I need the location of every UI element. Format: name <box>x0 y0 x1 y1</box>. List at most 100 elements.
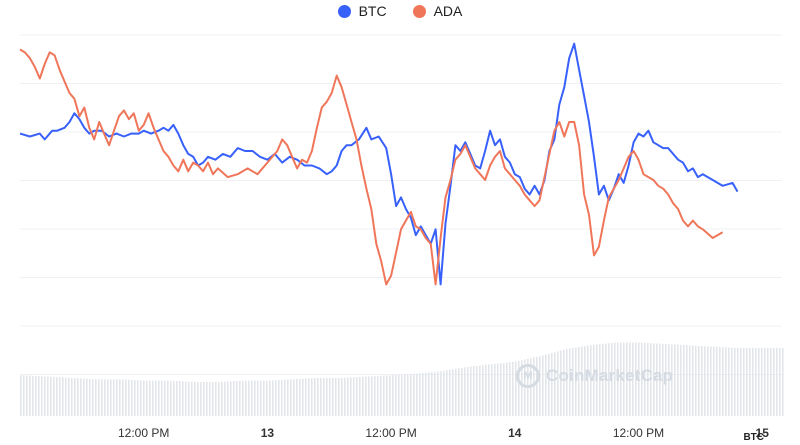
volume-bar <box>719 346 721 416</box>
volume-bar <box>71 378 73 416</box>
volume-bar <box>569 348 571 416</box>
volume-bar <box>638 342 640 416</box>
volume-bar <box>167 380 169 416</box>
volume-bar <box>62 377 64 416</box>
volume-bar <box>692 345 694 416</box>
legend-item-btc[interactable]: BTC <box>337 3 387 19</box>
volume-bar <box>296 379 298 416</box>
volume-bar <box>482 365 484 416</box>
volume-bar <box>311 378 313 416</box>
volume-bar <box>287 379 289 416</box>
currency-label: BTC <box>743 432 764 443</box>
volume-bar <box>230 381 232 416</box>
x-tick-label: 14 <box>508 426 522 440</box>
volume-bar <box>326 377 328 416</box>
volume-bar <box>686 345 688 416</box>
volume-bar <box>701 345 703 416</box>
volume-bar <box>518 360 520 416</box>
volume-bar <box>443 370 445 416</box>
watermark: M CoinMarketCap <box>516 364 673 388</box>
volume-bar <box>752 348 754 416</box>
volume-bar <box>212 382 214 416</box>
volume-bar <box>449 369 451 416</box>
volume-bar <box>767 348 769 416</box>
legend-dot-ada <box>412 4 426 18</box>
volume-bar <box>611 342 613 416</box>
volume-bar <box>689 345 691 416</box>
volume-bar <box>587 345 589 416</box>
volume-bar <box>347 377 349 416</box>
volume-bar <box>428 372 430 416</box>
volume-bar <box>746 348 748 416</box>
legend-label-btc: BTC <box>358 3 387 19</box>
volume-bar <box>122 379 124 416</box>
volume-bar <box>194 382 196 416</box>
volume-bar <box>365 376 367 416</box>
volume-bar <box>80 378 82 416</box>
volume-bar <box>623 342 625 416</box>
volume-bar <box>299 378 301 416</box>
volume-bar <box>539 356 541 416</box>
volume-bar <box>776 348 778 416</box>
volume-bar <box>665 344 667 416</box>
volume-bar <box>677 344 679 416</box>
volume-bar <box>368 376 370 416</box>
volume-bar <box>572 348 574 416</box>
volume-bar <box>620 342 622 416</box>
volume-bar <box>251 380 253 416</box>
volume-bar <box>389 375 391 416</box>
volume-bar <box>332 377 334 416</box>
volume-bar <box>314 378 316 416</box>
volume-bar <box>584 346 586 416</box>
legend-item-ada[interactable]: ADA <box>412 3 463 19</box>
volume-bar <box>266 380 268 416</box>
volume-bar <box>779 348 781 416</box>
volume-bar <box>398 374 400 416</box>
volume-bar <box>617 342 619 416</box>
volume-bar <box>95 379 97 416</box>
volume-bar <box>491 364 493 416</box>
volume-bar <box>515 361 517 416</box>
volume-bar <box>731 347 733 416</box>
volume-bar <box>383 375 385 416</box>
volume-bar <box>248 380 250 416</box>
volume-bar <box>452 369 454 416</box>
volume-bar <box>647 343 649 416</box>
volume-bar <box>218 381 220 416</box>
volume-bar <box>455 368 457 416</box>
volume-bar <box>461 367 463 416</box>
volume-bar <box>470 366 472 416</box>
volume-bar <box>53 377 55 416</box>
volume-bar <box>656 343 658 416</box>
volume-bar <box>47 376 49 416</box>
volume-bar <box>653 343 655 416</box>
volume-bar <box>320 377 322 416</box>
x-tick-label: 15 <box>756 426 770 440</box>
volume-bar <box>554 352 556 416</box>
volume-bar <box>41 376 43 416</box>
volume-bar <box>662 343 664 416</box>
volume-bar <box>206 382 208 416</box>
volume-bar <box>362 376 364 416</box>
volume-bar <box>335 377 337 416</box>
x-tick-label: 12:00 PM <box>613 426 664 440</box>
volume-bar <box>410 374 412 416</box>
legend-dot-btc <box>337 4 351 18</box>
volume-bar <box>134 380 136 416</box>
volume-bar <box>149 380 151 416</box>
volume-bar <box>143 380 145 416</box>
volume-bar <box>605 343 607 416</box>
volume-bar <box>284 379 286 416</box>
legend-label-ada: ADA <box>433 3 463 19</box>
volume-bar <box>596 344 598 416</box>
volume-bar <box>170 380 172 416</box>
volume-bar <box>23 375 25 416</box>
volume-bar <box>629 342 631 416</box>
volume-bar <box>770 348 772 416</box>
volume-bar <box>374 376 376 416</box>
volume-bar <box>260 380 262 416</box>
volume-bar <box>125 379 127 416</box>
volume-bar <box>50 376 52 416</box>
volume-bar <box>113 379 115 416</box>
